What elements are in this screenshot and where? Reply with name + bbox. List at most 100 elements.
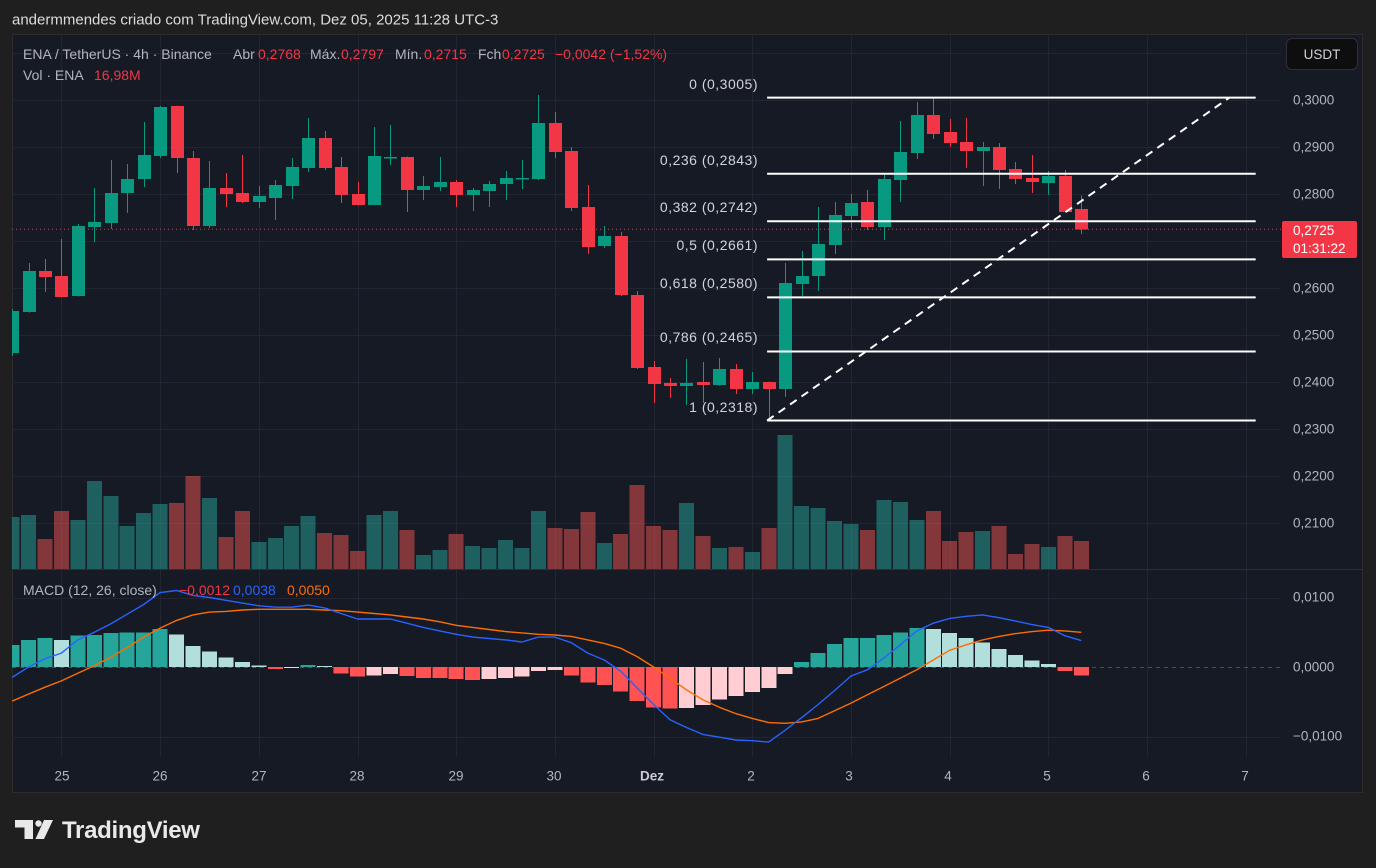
time-axis-label: 25 (54, 768, 70, 784)
candle-body (697, 382, 710, 385)
fib-level-label: 1 (0,2318) (689, 398, 758, 415)
volume-label[interactable]: Vol · ENA (23, 67, 84, 83)
candle (648, 360, 661, 404)
histogram-bar (136, 632, 152, 667)
histogram-bar (777, 667, 793, 674)
candle (565, 147, 578, 211)
volume-bar (794, 506, 810, 569)
tradingview-logo-icon (15, 820, 53, 839)
candle (1042, 170, 1055, 195)
volume-bar (382, 510, 398, 569)
volume-bar (629, 485, 645, 569)
time-axis-label: 30 (546, 768, 562, 784)
candle-body (352, 194, 365, 205)
candle-wick (440, 156, 441, 192)
currency-selector-button[interactable]: USDT (1286, 38, 1358, 70)
candle-body (269, 185, 282, 199)
candle (911, 101, 924, 160)
candle (598, 225, 611, 249)
candle (417, 176, 430, 201)
price-axis-label: 0,2100 (1293, 515, 1335, 531)
candle (154, 106, 167, 158)
candle-body (483, 184, 496, 192)
candle-wick (522, 160, 523, 189)
volume-bar (925, 510, 941, 569)
histogram-bar (613, 667, 629, 692)
volume-bar (530, 510, 546, 569)
macd-line-value: 0,0038 (233, 582, 276, 598)
time-axis-label: 28 (349, 768, 365, 784)
macd-histogram-value: −0,0012 (179, 582, 230, 598)
volume-bar (646, 525, 662, 569)
volume-bar (679, 503, 694, 569)
candle (746, 372, 759, 395)
candle-body (598, 235, 611, 247)
time-axis-label: 2 (747, 768, 755, 784)
histogram-bar (218, 657, 234, 667)
volume-bar (876, 500, 892, 569)
volume-bar (580, 511, 596, 569)
grid-lines (12, 35, 1363, 757)
histogram-bar (119, 632, 135, 667)
histogram-bar (843, 637, 859, 667)
histogram-bar (827, 644, 843, 667)
candle (302, 117, 315, 172)
candle-body (154, 107, 167, 156)
candle-wick (769, 381, 770, 421)
volume-bar (21, 515, 36, 569)
price-axis-label: 0,2500 (1293, 327, 1335, 343)
volume-bar (859, 530, 875, 569)
candle (187, 151, 200, 231)
candle-wick (94, 187, 95, 242)
histogram-bar (284, 667, 300, 668)
candle-body (993, 147, 1006, 171)
volume-bar (448, 534, 464, 569)
histogram-bar (794, 662, 810, 667)
histogram-bar (1057, 667, 1073, 672)
macd-title[interactable]: MACD (12, 26, close) (23, 582, 157, 598)
histogram-bar (103, 632, 119, 667)
histogram-bar (1040, 664, 1056, 667)
volume-bar (432, 550, 448, 569)
histogram-bar (201, 651, 217, 667)
candle-body (845, 202, 858, 217)
volume-bar (728, 547, 744, 569)
volume-bar (152, 504, 168, 569)
histogram-bar (382, 667, 398, 674)
histogram-bar (530, 667, 546, 672)
candle (434, 156, 447, 192)
candle (105, 160, 118, 229)
close-label: Fch (478, 46, 502, 62)
volume-bar (251, 541, 267, 569)
candle-body (187, 157, 200, 226)
candle-body (253, 195, 266, 202)
histogram-bar (629, 667, 645, 702)
candle-body (648, 366, 661, 384)
histogram-bar (646, 667, 662, 708)
candle (236, 154, 249, 203)
volume-bar (53, 510, 69, 569)
candle-body (713, 368, 726, 385)
candle-body (1026, 178, 1039, 182)
histogram-bar (169, 634, 185, 667)
candle-wick (358, 181, 359, 206)
volume-bar (843, 523, 859, 569)
symbol-title[interactable]: ENA / TetherUS · 4h · Binance (23, 46, 212, 62)
candle (927, 97, 940, 140)
candle-body (401, 156, 414, 190)
candle (203, 161, 216, 228)
candle-body (861, 201, 874, 227)
candle (812, 207, 825, 291)
candle-body (236, 193, 249, 202)
candle (1059, 170, 1072, 213)
candle-wick (686, 358, 687, 406)
fib-level-label: 0,236 (0,2843) (659, 151, 758, 168)
histogram-bar (448, 667, 464, 679)
candle (960, 117, 973, 169)
candle (944, 118, 957, 147)
candle (664, 377, 677, 398)
volume-bar (119, 525, 135, 569)
histogram-bar (859, 637, 875, 667)
candle-wick (242, 154, 243, 203)
